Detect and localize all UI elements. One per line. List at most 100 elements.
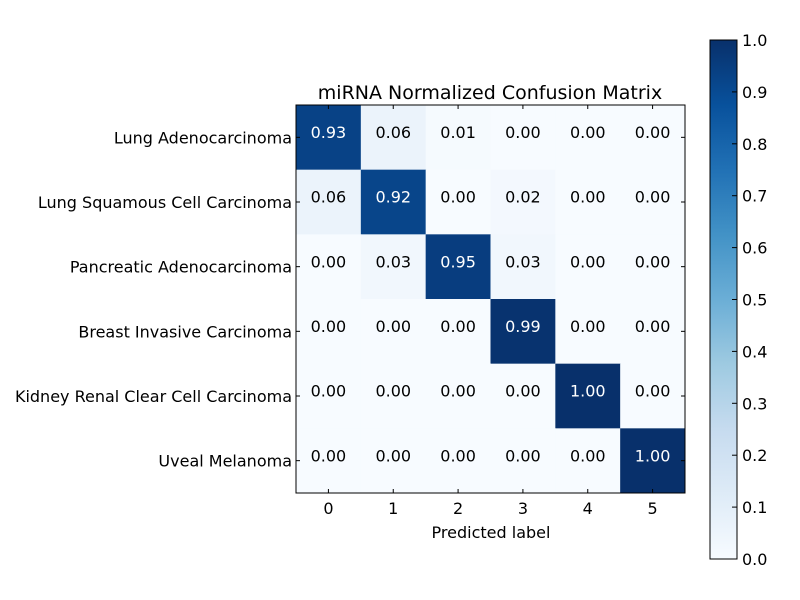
heatmap-cell — [555, 105, 621, 171]
heatmap-cell — [360, 105, 427, 171]
x-tick-label: 2 — [453, 499, 463, 518]
heatmap-cells — [296, 105, 686, 494]
x-tick-label: 0 — [323, 499, 333, 518]
x-axis-label: Predicted label — [432, 523, 551, 542]
cell-value-label: 0.00 — [505, 446, 541, 465]
colorbar-tick-label: 0.6 — [742, 239, 767, 258]
colorbar-tick-label: 0.4 — [742, 342, 767, 361]
colorbar-tick-label: 0.2 — [742, 446, 767, 465]
y-tick-label: Kidney Renal Clear Cell Carcinoma — [15, 387, 292, 406]
heatmap-cell — [296, 428, 362, 494]
cell-value-label: 0.02 — [505, 188, 541, 207]
cell-value-label: 0.00 — [311, 446, 347, 465]
cell-value-label: 0.93 — [311, 123, 347, 142]
heatmap-cell — [490, 363, 556, 429]
heatmap-cell — [425, 169, 491, 235]
heatmap-cell — [425, 299, 491, 365]
chart-title: miRNA Normalized Confusion Matrix — [318, 82, 662, 104]
heatmap-cell — [620, 234, 686, 300]
heatmap-cell — [620, 299, 686, 365]
cell-value-label: 0.01 — [440, 123, 476, 142]
y-tick-label: Breast Invasive Carcinoma — [78, 322, 292, 341]
colorbar-tick-label: 1.0 — [742, 31, 767, 50]
cell-value-label: 0.00 — [375, 446, 411, 465]
heatmap-cell — [360, 428, 427, 494]
cell-value-label: 0.00 — [570, 317, 606, 336]
heatmap-cell — [555, 428, 621, 494]
y-axis-ticks: Lung Adenocarcinoma Lung Squamous Cell Ca… — [15, 128, 685, 471]
x-axis-ticks: 0 1 2 3 4 5 — [323, 105, 658, 518]
cell-value-label: 0.00 — [635, 317, 671, 336]
cell-value-label: 1.00 — [635, 446, 671, 465]
cell-value-label: 0.00 — [570, 252, 606, 271]
heatmap-cell — [360, 169, 427, 235]
heatmap-cell — [620, 169, 686, 235]
heatmap-cell — [425, 428, 491, 494]
cell-value-label: 0.00 — [570, 123, 606, 142]
cell-value-label: 0.92 — [375, 188, 411, 207]
cell-value-label: 0.00 — [311, 317, 347, 336]
heatmap-cell — [490, 428, 556, 494]
cell-value-label: 0.00 — [635, 252, 671, 271]
heatmap-cell — [555, 363, 621, 429]
cell-value-label: 0.03 — [375, 252, 411, 271]
cell-value-label: 1.00 — [570, 382, 606, 401]
cell-value-label: 0.00 — [440, 188, 476, 207]
cell-value-label: 0.00 — [440, 317, 476, 336]
heatmap-cell — [555, 299, 621, 365]
heatmap-cell — [490, 234, 556, 300]
heatmap-cell — [296, 363, 362, 429]
colorbar-tick-label: 0.3 — [742, 394, 767, 413]
heatmap-cell — [296, 234, 362, 300]
colorbar-tick-label: 0.8 — [742, 135, 767, 154]
cell-value-label: 0.00 — [375, 317, 411, 336]
cell-value-label: 0.00 — [505, 382, 541, 401]
cell-value-label: 0.00 — [440, 446, 476, 465]
heatmap-cell — [296, 105, 362, 171]
colorbar-tick-label: 0.7 — [742, 187, 767, 206]
heatmap-cell — [620, 363, 686, 429]
cell-value-label: 0.00 — [570, 188, 606, 207]
heatmap-cell — [425, 363, 491, 429]
heatmap-cell — [490, 169, 556, 235]
y-tick-label: Uveal Melanoma — [158, 452, 292, 471]
cell-value-label: 0.99 — [505, 317, 541, 336]
colorbar-tick-label: 0.0 — [742, 550, 767, 569]
cell-value-label: 0.00 — [505, 123, 541, 142]
heatmap-cell — [490, 105, 556, 171]
x-tick-label: 5 — [647, 499, 657, 518]
heatmap-cell — [425, 105, 491, 171]
x-tick-label: 4 — [583, 499, 593, 518]
x-tick-label: 1 — [388, 499, 398, 518]
heatmap-cell — [360, 234, 427, 300]
cell-value-label: 0.00 — [635, 188, 671, 207]
cell-value-label: 0.06 — [311, 188, 347, 207]
plot-frame — [295, 104, 686, 494]
cell-value-label: 0.00 — [311, 382, 347, 401]
heatmap-cell — [555, 169, 621, 235]
heatmap-cell — [296, 169, 362, 235]
colorbar-tick-label: 0.5 — [742, 291, 767, 310]
cell-value-label: 0.00 — [375, 382, 411, 401]
cell-value-label: 0.06 — [375, 123, 411, 142]
cell-value-label: 0.00 — [311, 252, 347, 271]
heatmap-cell — [490, 299, 556, 365]
cell-value-label: 0.00 — [635, 123, 671, 142]
heatmap-cell — [360, 299, 427, 365]
colorbar-ticks: 0.0 0.1 0.2 0.3 0.4 0.5 0.6 0.7 0.8 0.9 1.0 — [732, 31, 767, 569]
cell-value-label: 0.95 — [440, 252, 476, 271]
y-tick-label: Pancreatic Adenocarcinoma — [70, 258, 292, 277]
cell-value-label: 0.00 — [570, 446, 606, 465]
cell-value-label: 0.03 — [505, 252, 541, 271]
colorbar-tick-label: 0.1 — [742, 498, 767, 517]
y-tick-label: Lung Squamous Cell Carcinoma — [38, 193, 292, 212]
cell-value-label: 0.00 — [635, 382, 671, 401]
cell-value-label: 0.00 — [440, 382, 476, 401]
x-tick-label: 3 — [518, 499, 528, 518]
colorbar-tick-label: 0.9 — [742, 83, 767, 102]
heatmap-cell-labels: 0.93 0.06 0.01 0.00 0.00 0.00 0.06 0.92 0.00 0.02… — [311, 123, 671, 465]
heatmap-cell — [555, 234, 621, 300]
heatmap-cell — [425, 234, 491, 300]
heatmap-cell — [620, 105, 686, 171]
